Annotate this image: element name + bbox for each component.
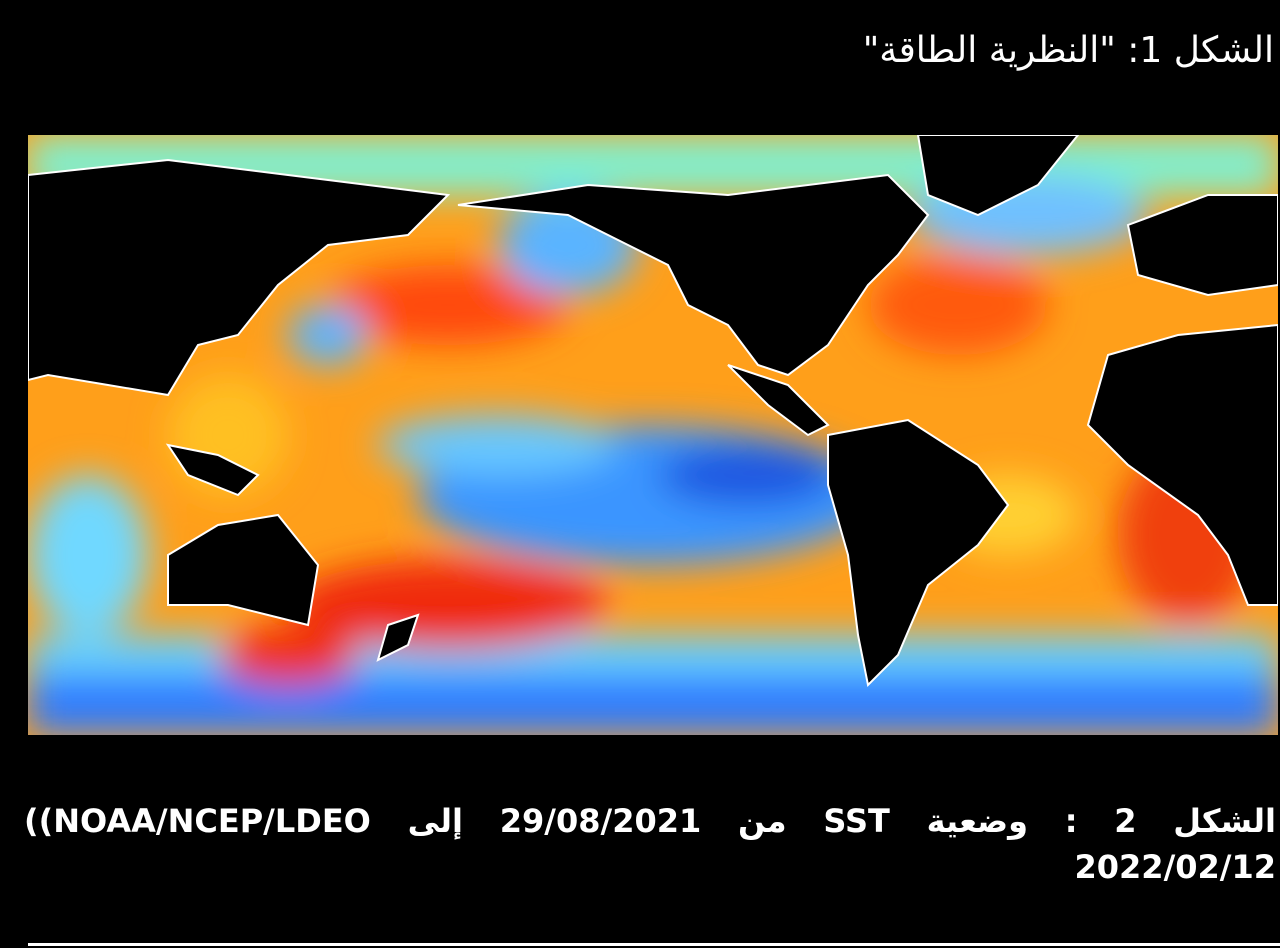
figure-title: الشكل 1: "النظرية الطاقة"	[862, 30, 1274, 71]
caption-line: الشكل 2 : وضعية SST من 29/08/2021 إلى NO…	[24, 802, 1277, 840]
caption-line: 2022/02/12	[1074, 848, 1277, 886]
figure-caption: الشكل 2 : وضعية SST من 29/08/2021 إلى NO…	[24, 798, 1276, 890]
sst-map	[28, 135, 1278, 735]
divider	[28, 943, 1280, 946]
